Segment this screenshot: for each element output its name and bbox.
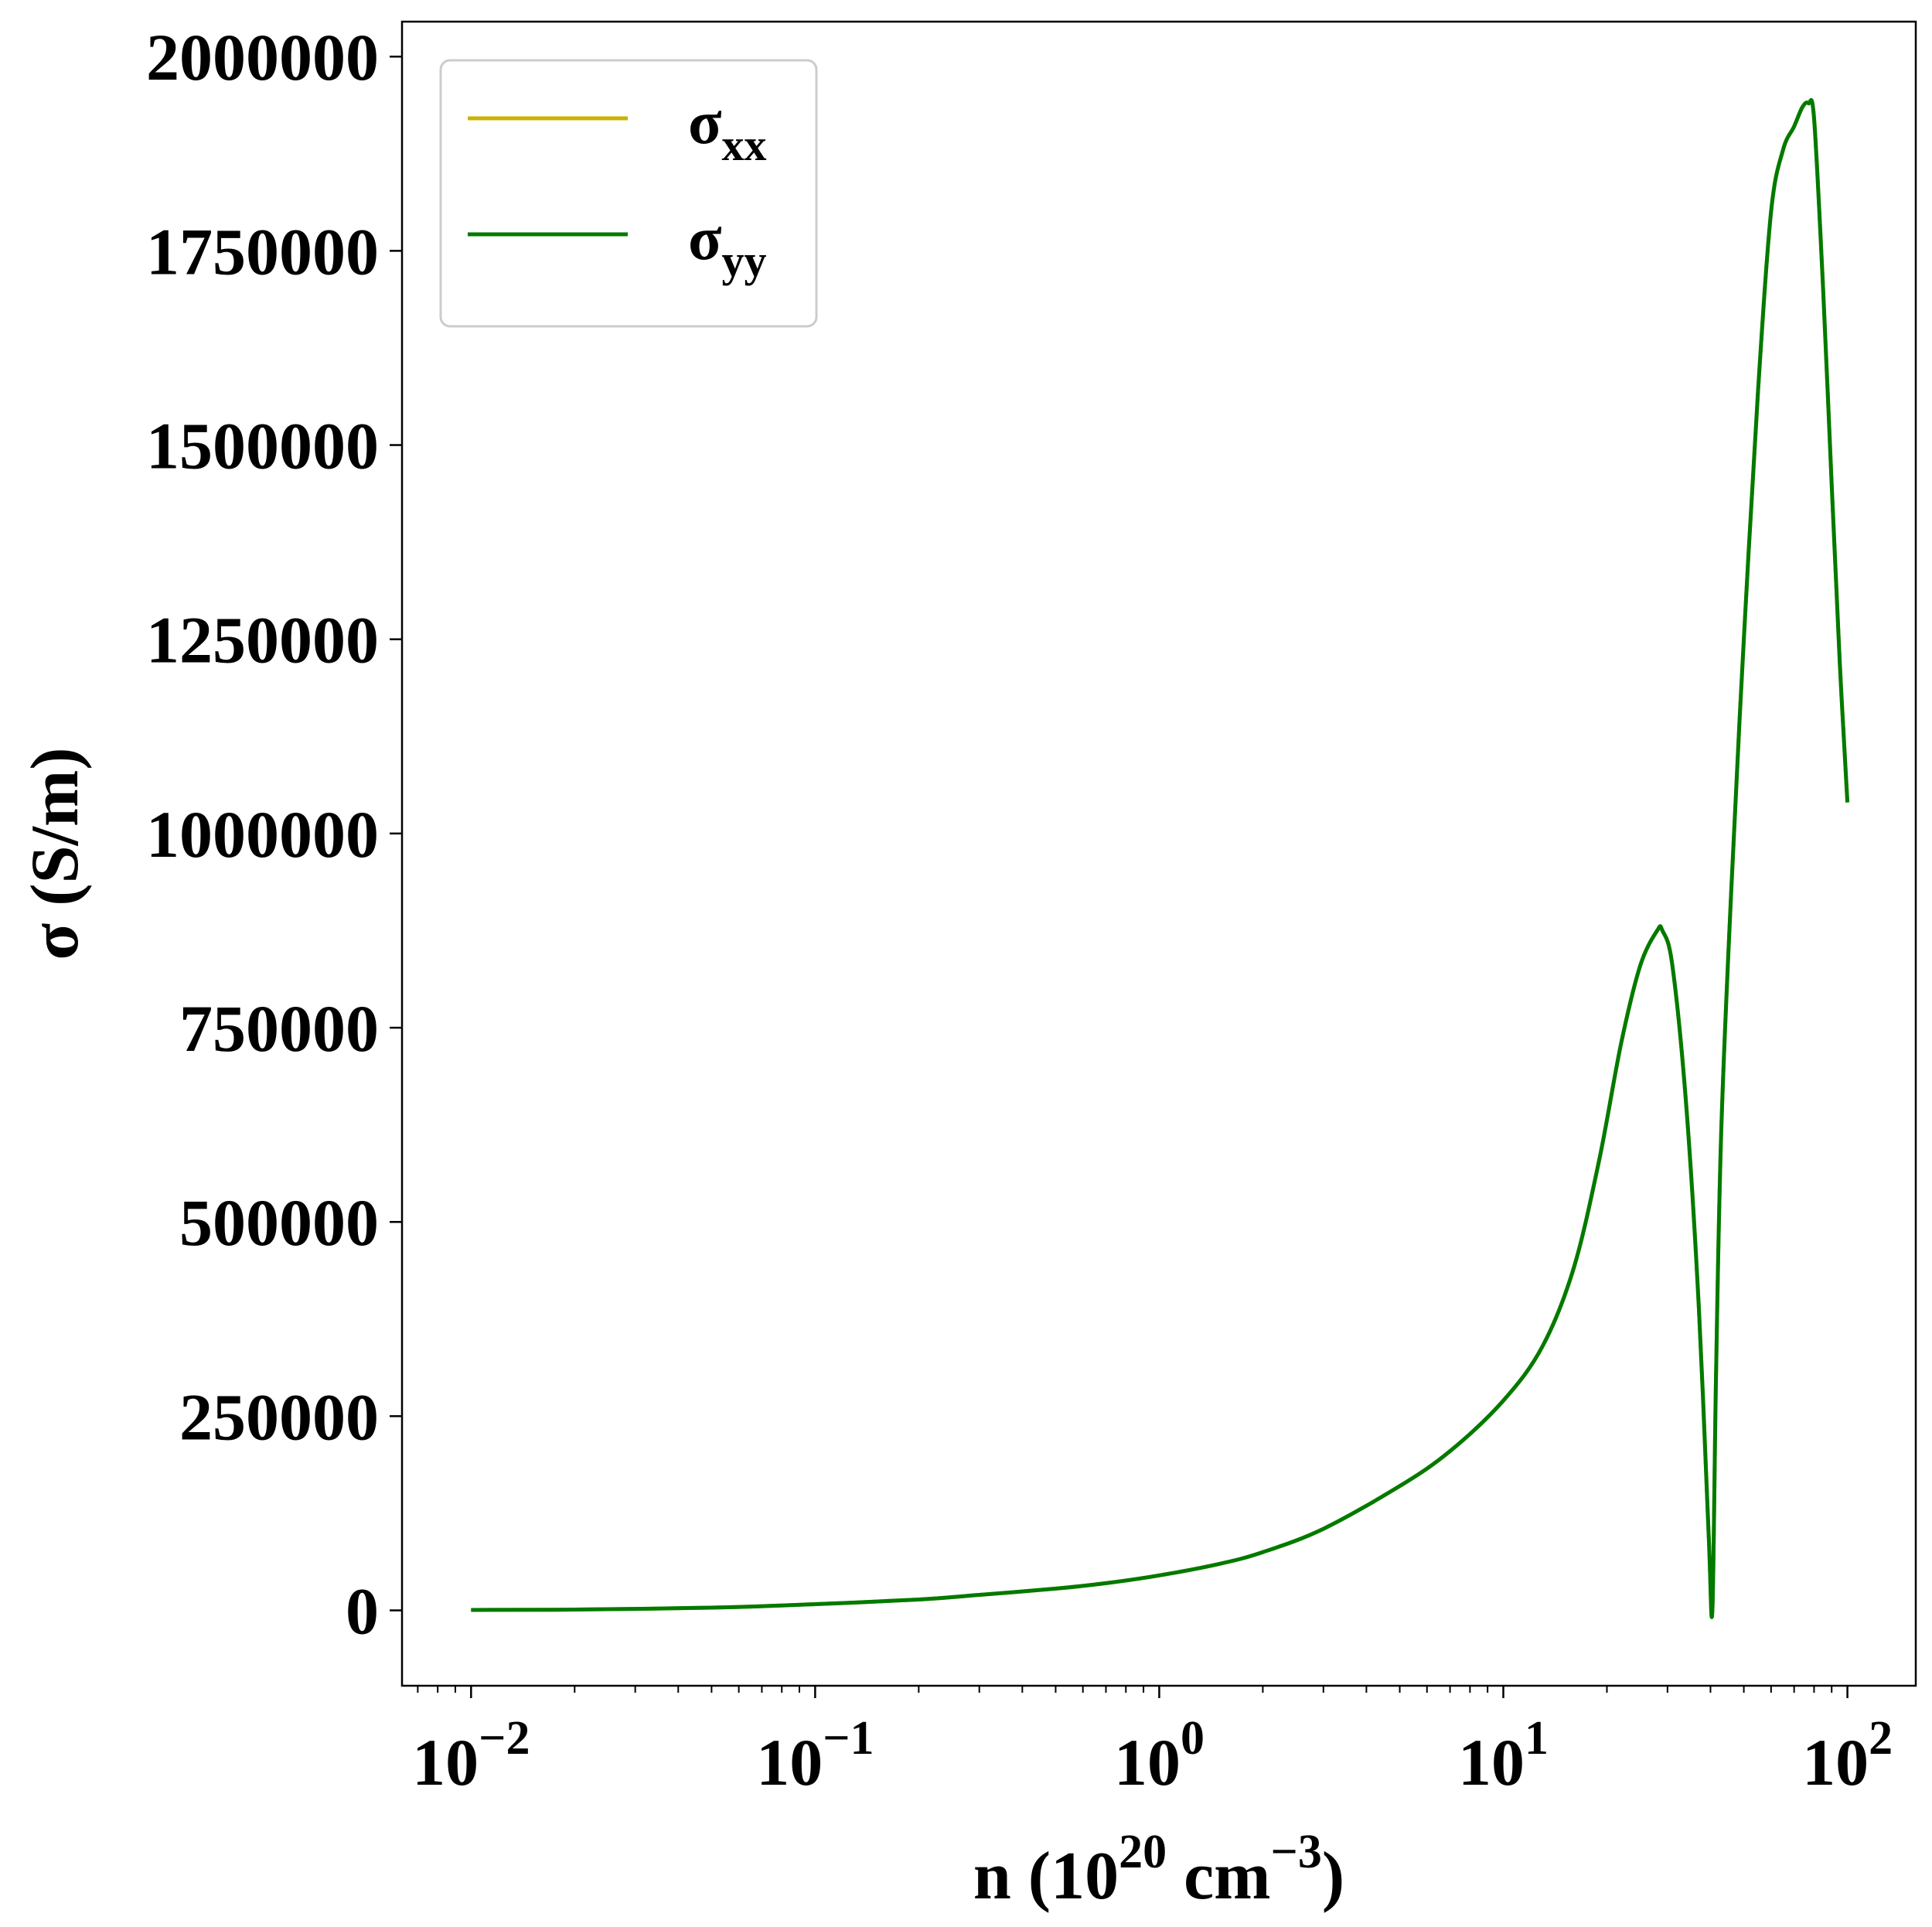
x-tick-label-base: 10 (412, 1725, 479, 1799)
x-axis-label-mid: cm (1167, 1839, 1270, 1914)
x-tick-label: 10−1 (756, 1712, 874, 1799)
y-tick-label: 2000000 (146, 20, 379, 94)
y-tick-label: 500000 (179, 1185, 379, 1260)
x-minor-ticks (417, 1686, 1833, 1693)
series-line-yy (471, 97, 1850, 1619)
legend-label-sigma-yy-base: σ (688, 205, 722, 273)
x-tick-label: 102 (1802, 1712, 1893, 1799)
legend-label-sigma-xx-base: σ (688, 89, 722, 157)
y-tick-label: 1000000 (146, 797, 379, 871)
legend-box (439, 59, 818, 328)
y-tick-label: 0 (346, 1574, 379, 1649)
x-axis-ticks: 10−2 10−1 100 101 102 (412, 1686, 1893, 1799)
x-tick-label-base: 10 (1802, 1725, 1869, 1799)
legend: σxx σyy (439, 59, 818, 328)
x-axis-label-sup2: −3 (1270, 1826, 1321, 1878)
x-tick-label-base: 10 (756, 1725, 823, 1799)
x-tick-label-exp: −1 (823, 1712, 874, 1765)
y-tick-label: 1500000 (146, 409, 379, 483)
legend-label-sigma-xx-sub: xx (722, 120, 767, 170)
x-tick-label-base: 10 (1114, 1725, 1181, 1799)
y-axis-label: σ (S/m) (18, 747, 93, 960)
x-axis-label-end: ) (1322, 1839, 1344, 1914)
x-tick-label-exp: −2 (479, 1712, 530, 1765)
x-axis-label-sup1: 20 (1119, 1826, 1167, 1878)
x-tick-label: 10−2 (412, 1712, 530, 1799)
x-tick-label-exp: 2 (1869, 1712, 1893, 1765)
series-lines (471, 97, 1850, 1619)
x-tick-label: 101 (1458, 1712, 1549, 1799)
y-tick-label: 1250000 (146, 603, 379, 677)
x-axis-label: n (1020 cm−3) (973, 1826, 1344, 1914)
legend-label-sigma-xx: σxx (688, 89, 767, 170)
x-tick-label: 100 (1114, 1712, 1205, 1799)
x-tick-label-base: 10 (1458, 1725, 1525, 1799)
legend-label-sigma-yy: σyy (688, 205, 767, 286)
y-axis-ticks: 0 250000 500000 750000 1000000 1250000 1500000… (146, 20, 402, 1649)
y-tick-label: 1750000 (146, 214, 379, 288)
y-tick-label: 250000 (179, 1380, 379, 1454)
x-tick-label-exp: 0 (1181, 1712, 1205, 1765)
legend-label-sigma-yy-sub: yy (722, 236, 767, 286)
y-tick-label: 750000 (179, 991, 379, 1066)
x-tick-label-exp: 1 (1525, 1712, 1549, 1765)
x-axis-label-base: n (10 (973, 1839, 1119, 1914)
